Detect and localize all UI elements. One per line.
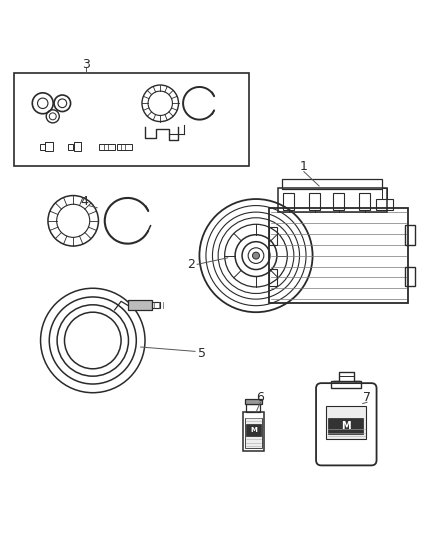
Bar xyxy=(278,188,387,212)
Bar xyxy=(326,406,366,439)
Bar xyxy=(269,269,277,286)
Bar xyxy=(46,142,53,151)
Text: M: M xyxy=(342,422,351,431)
Bar xyxy=(68,144,73,150)
Text: 1: 1 xyxy=(300,160,308,173)
Bar xyxy=(405,225,415,245)
Bar xyxy=(245,399,262,405)
Bar xyxy=(331,381,361,389)
Bar xyxy=(405,266,415,286)
Bar xyxy=(246,424,261,436)
Bar xyxy=(127,301,152,310)
Bar xyxy=(247,405,260,413)
Bar xyxy=(99,144,115,150)
Bar xyxy=(309,192,321,210)
Text: 4: 4 xyxy=(80,195,88,208)
Bar xyxy=(14,73,250,166)
Bar xyxy=(74,142,81,151)
Bar xyxy=(283,192,294,210)
Text: 3: 3 xyxy=(82,58,90,70)
Bar xyxy=(152,302,160,308)
Bar xyxy=(269,208,408,303)
Circle shape xyxy=(253,252,259,259)
Text: 7: 7 xyxy=(363,391,371,403)
Bar xyxy=(117,144,132,150)
Bar xyxy=(40,144,45,150)
Bar xyxy=(382,188,388,199)
Text: 6: 6 xyxy=(256,391,264,403)
FancyBboxPatch shape xyxy=(316,383,377,465)
Bar xyxy=(245,417,262,448)
Text: M: M xyxy=(250,427,257,433)
Bar xyxy=(282,180,382,189)
Text: 5: 5 xyxy=(198,347,205,360)
Bar xyxy=(269,228,277,245)
Bar xyxy=(376,199,393,210)
Bar xyxy=(328,418,364,434)
Bar xyxy=(359,192,371,210)
Bar xyxy=(333,192,344,210)
Text: 2: 2 xyxy=(187,258,194,271)
Bar xyxy=(243,413,264,451)
